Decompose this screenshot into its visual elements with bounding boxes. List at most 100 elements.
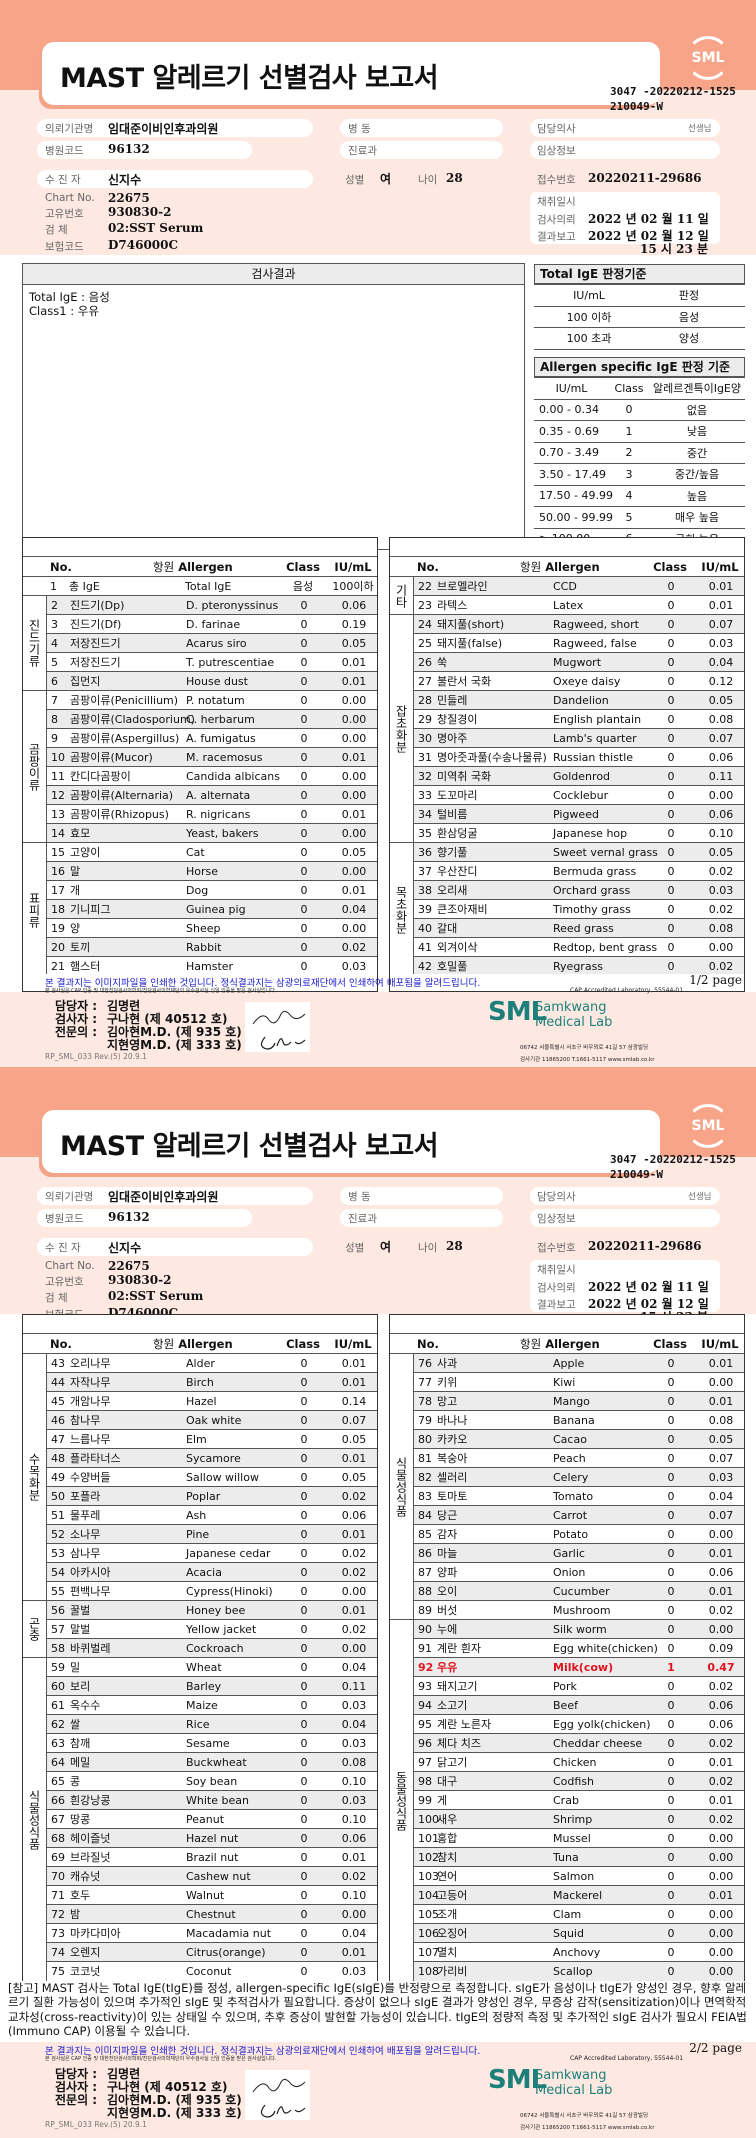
- item-iu: 0.02: [341, 1623, 367, 1636]
- item-name-ko: 바나나: [437, 1414, 468, 1427]
- item-name-ko: 감자: [437, 1528, 458, 1541]
- item-iu: 0.04: [341, 1927, 367, 1940]
- item-no: 66: [51, 1794, 65, 1807]
- item-name-ko: 오렌지: [70, 1946, 101, 1959]
- column-header: IU/mL: [334, 560, 372, 574]
- item-class: 0: [300, 1775, 308, 1788]
- allergen-row: 76 사과 Apple 0 0.01: [413, 1354, 744, 1373]
- item-name-ko: 토마토: [437, 1490, 468, 1503]
- item-name-en: Ryegrass: [553, 960, 604, 973]
- criteria-range: 0.00 - 0.34: [539, 403, 599, 417]
- item-name-en: Mugwort: [553, 656, 602, 669]
- item-class: 0: [667, 1528, 675, 1541]
- id-value: 930830-2: [108, 1273, 172, 1287]
- item-class: 0: [300, 1889, 308, 1902]
- form-code: RP_SML_033 Rev.(5) 20.9.1: [45, 1052, 147, 1061]
- item-class: 0: [667, 1642, 675, 1655]
- item-name-ko: 느릅나무: [70, 1433, 111, 1446]
- item-iu: 0.03: [341, 1737, 367, 1750]
- item-name-ko: 캐슈넛: [70, 1870, 101, 1883]
- item-iu: 0.06: [341, 1832, 367, 1845]
- item-class: 0: [300, 637, 308, 650]
- item-no: 30: [418, 732, 432, 745]
- staff-name: 김명련: [107, 999, 141, 1013]
- allergen-row: 46 참나무 Oak white 0 0.07: [46, 1411, 377, 1430]
- item-no: 36: [418, 846, 432, 859]
- item-no: 93: [418, 1680, 432, 1693]
- item-name-ko: 꿀벌: [70, 1604, 91, 1617]
- item-no: 91: [418, 1642, 432, 1655]
- sex-label: 성별: [345, 174, 365, 186]
- results-title: 검사결과: [23, 264, 524, 285]
- allergen-row: 64 메밀 Buckwheat 0 0.08: [46, 1753, 377, 1772]
- allergen-row: 57 말벌 Yellow jacket 0 0.02: [46, 1620, 377, 1639]
- item-name-ko: 털비름: [437, 808, 468, 821]
- institution-value: 임대준이비인후과의원: [108, 122, 219, 136]
- item-class: 0: [300, 1585, 308, 1598]
- criteria-level: 중간: [686, 446, 708, 460]
- request-date: 2022 년 02 월 11 일: [588, 212, 709, 226]
- item-class: 0: [667, 1471, 675, 1484]
- accreditation-notice: 본 검사실은 CAP 인증 및 대한진단검사의학회/진단검사의학재단의 우수검사…: [45, 988, 277, 994]
- item-name-ko: 명아주: [437, 732, 468, 745]
- allergen-row: 41 외겨이삭 Redtop, bent grass 0 0.00: [413, 938, 744, 957]
- print-notice: 본 결과지는 이미지파일을 인쇄한 것입니다. 정식결과지는 삼광의료재단에서 …: [45, 2046, 481, 2057]
- item-no: 31: [418, 751, 432, 764]
- item-no: 53: [51, 1547, 65, 1560]
- item-no: 42: [418, 960, 432, 973]
- item-name-ko: 말: [70, 865, 81, 878]
- allergen-row: 108 가리비 Scallop 0 0.00: [413, 1962, 744, 1981]
- request-label: 검사의뢰: [537, 214, 576, 226]
- item-name-en: Birch: [186, 1376, 214, 1389]
- item-name-en: Cashew nut: [186, 1870, 251, 1883]
- report-footer: 본 결과지는 이미지파일을 인쇄한 것입니다. 정식결과지는 삼광의료재단에서 …: [0, 970, 756, 1065]
- allergen-table-4: No. Class IU/mL 항원 Allergen 76 사과 Apple 0 0.01 77…: [389, 1314, 745, 1982]
- item-iu: 0.01: [708, 1547, 734, 1560]
- date-box: [530, 192, 720, 244]
- allergen-row: 66 흰강낭콩 White bean 0 0.03: [46, 1791, 377, 1810]
- lab-contact: 검사기관 11865200 T.1661-5117 www.smlab.co.k…: [520, 2125, 655, 2131]
- item-iu: 0.02: [341, 941, 367, 954]
- item-iu: 0.01: [341, 751, 367, 764]
- item-name-en: Tuna: [553, 1851, 579, 1864]
- item-name-ko: 고등어: [437, 1889, 468, 1902]
- item-name-en: Buckwheat: [186, 1756, 247, 1769]
- item-iu: 0.00: [341, 827, 367, 840]
- item-name-ko: 셀러리: [437, 1471, 468, 1484]
- item-name-en: Egg yolk(chicken): [553, 1718, 651, 1731]
- item-no: 1: [50, 580, 57, 593]
- staff-name: 김아현M.D. (제 935 호): [107, 2093, 242, 2107]
- allergen-group-label: 수목화분: [23, 1354, 46, 1601]
- allergen-row: 1 총 IgE Total IgE 음성 100이하: [23, 577, 377, 596]
- item-name-ko: 토끼: [70, 941, 91, 954]
- specimen-label: 검 체: [45, 1292, 68, 1304]
- item-name-ko: 기니피그: [70, 903, 111, 916]
- item-no: 23: [418, 599, 432, 612]
- item-no: 67: [51, 1813, 65, 1826]
- item-name-ko: 곰팡이류(Rhizopus): [70, 808, 169, 821]
- item-name-en: House dust: [186, 675, 248, 688]
- item-no: 34: [418, 808, 432, 821]
- item-name-ko: 개암나무: [70, 1395, 111, 1408]
- allergen-row: 35 환삼덩굴 Japanese hop 0 0.10: [413, 824, 744, 843]
- item-no: 72: [51, 1908, 65, 1921]
- item-name-en: Silk worm: [553, 1623, 607, 1636]
- sml-logo-icon: SML: [686, 1104, 730, 1148]
- item-name-en: Apple: [553, 1357, 585, 1370]
- criteria-class: 0: [625, 403, 633, 417]
- item-iu: 0.00: [708, 1623, 734, 1636]
- allergen-row: 92 우유 Milk(cow) 1 0.47: [413, 1658, 744, 1677]
- lab-name-1: Samkwang: [535, 1000, 607, 1015]
- item-name-en: Yeast, bakers: [186, 827, 259, 840]
- item-iu: 0.06: [708, 808, 734, 821]
- footer-panel-bg-page2: [0, 2042, 756, 2138]
- allergen-row: 6 집먼지 House dust 0 0.01: [46, 672, 377, 691]
- item-name-en: A. fumigatus: [186, 732, 256, 745]
- item-name-ko: 민들레: [437, 694, 468, 707]
- results-panel: 검사결과 Total IgE : 음성 Class1 : 우유: [22, 263, 525, 550]
- item-class: 0: [667, 903, 675, 916]
- item-name-ko: 돼지풀(short): [437, 618, 505, 631]
- item-class: 0: [300, 846, 308, 859]
- item-iu: 0.08: [708, 1414, 734, 1427]
- lab-name-2: Medical Lab: [535, 2083, 613, 2098]
